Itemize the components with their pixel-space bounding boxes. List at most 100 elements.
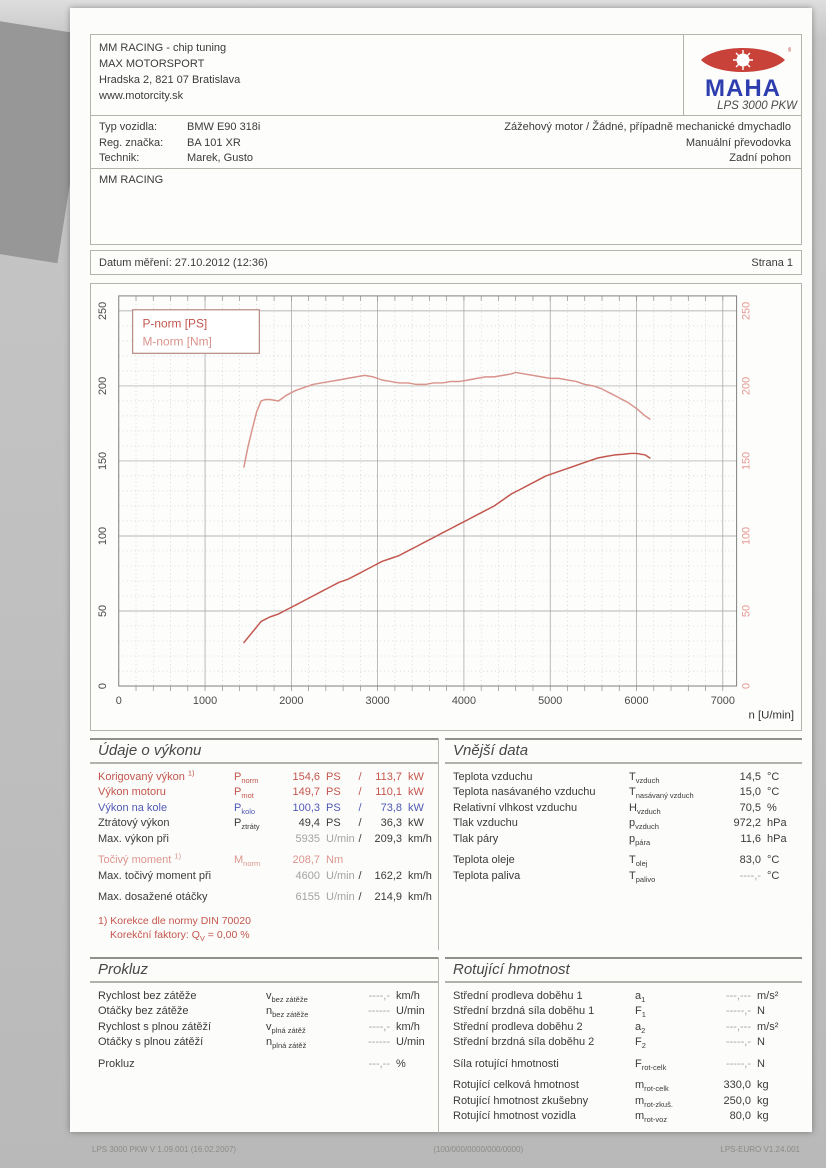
svg-text:0: 0	[116, 695, 122, 707]
row-unit: kg	[757, 1094, 769, 1107]
row-unit: N	[757, 1057, 765, 1070]
row-unit: °C	[767, 786, 780, 799]
row-symbol: Tvzduch	[629, 770, 660, 785]
svg-text:100: 100	[97, 527, 109, 545]
row-value: ----,-	[368, 989, 390, 1002]
svg-text:3000: 3000	[366, 695, 390, 707]
table-row: Teplota vzduchu Tvzduch 14,5 °C	[453, 770, 802, 786]
row-symbol: vplná zátěž	[266, 1020, 306, 1036]
row-slash: /	[358, 801, 362, 814]
row-label: Relativní vlhkost vzduchu	[453, 801, 578, 814]
row-unit: °C	[767, 770, 780, 783]
svg-text:7000: 7000	[711, 695, 735, 707]
row-label: Točivý moment 1)	[98, 851, 182, 867]
row-slash: /	[358, 786, 362, 799]
section-title-slip: Prokluz	[90, 956, 438, 983]
device-model-label: LPS 3000 PKW	[717, 100, 797, 112]
environment-section: Vnější data Teplota vzduchu Tvzduch 14,5 °C…	[438, 737, 802, 950]
section-title-performance: Údaje o výkonu	[90, 737, 438, 764]
row-label: Tlak páry	[453, 832, 499, 845]
row-label: Max. dosažené otáčky	[98, 891, 208, 904]
table-row: Teplota paliva Tpalivo ----,- °C	[453, 869, 802, 885]
row-unit-1: Nm	[326, 854, 344, 867]
section-title-environment: Vnější data	[445, 737, 802, 764]
rotating-mass-table: Střední prodleva doběhu 1 a1 ---,--- m/s² St…	[445, 983, 802, 1133]
row-unit-2: kW	[408, 801, 424, 814]
engine-configuration: Zážehový motor / Žádné, případně mechani…	[427, 116, 802, 168]
row-unit: U/min	[396, 1036, 425, 1049]
table-row: Střední prodleva doběhu 2 a2 ---,--- m/s²	[453, 1020, 802, 1036]
row-unit: kg	[757, 1079, 769, 1092]
svg-text:®: ®	[788, 47, 791, 54]
row-label: Výkon na kole	[98, 801, 168, 814]
footer-code: (100/000/0000/000/0000)	[433, 1144, 524, 1154]
svg-text:200: 200	[740, 377, 752, 395]
svg-text:2000: 2000	[279, 695, 303, 707]
row-label: Rychlost bez zátěže	[98, 989, 197, 1002]
row-value-1: 49,4	[298, 817, 320, 830]
performance-section: Údaje o výkonu Korigovaný výkon 1) Pnorm 1…	[90, 737, 438, 950]
row-slash: /	[358, 869, 362, 882]
gearbox-line: Manuální převodovka	[685, 136, 791, 149]
row-value: ---,---	[725, 989, 751, 1002]
vehicle-details: Typ vozidla: BMW E90 318i Reg. značka: B…	[91, 116, 427, 168]
row-value-1: 100,3	[292, 801, 320, 814]
row-value-2	[364, 853, 406, 869]
technician-value: Marek, Gusto	[187, 152, 254, 165]
row-value: ---,--	[368, 1057, 390, 1070]
row-slash: /	[358, 891, 362, 904]
row-label: Střední brzdná síla doběhu 1	[453, 1005, 595, 1018]
row-value: ----,-	[368, 1020, 390, 1033]
row-symbol: F1	[635, 1005, 646, 1020]
y-axis-labels-right: 0 50 100 150 200 250	[740, 302, 752, 689]
row-unit-1: PS	[326, 801, 341, 814]
table-row: Rychlost bez zátěže vbez zátěže ----,- km/h	[98, 989, 438, 1005]
row-symbol: a1	[635, 989, 646, 1005]
table-row: Max. výkon při 5935 U/min/ 209,3 km/h	[98, 832, 438, 848]
row-value: ------	[368, 1005, 390, 1018]
svg-text:250: 250	[97, 302, 109, 320]
row-unit-1: U/min	[326, 891, 355, 904]
table-row: Výkon motoru Pmot 149,7 PS / 110,1 kW	[98, 785, 438, 801]
row-label: Střední prodleva doběhu 1	[453, 989, 583, 1002]
row-value: ------	[368, 1036, 390, 1049]
company-line: MM RACING - chip tuning	[99, 42, 227, 54]
row-value-2: 209,3	[374, 832, 402, 845]
performance-environment-row: Údaje o výkonu Korigovaný výkon 1) Pnorm 1…	[90, 737, 802, 950]
chart-svg: 0 1000 2000 3000 4000 5000 6000 700005010015020…	[97, 295, 794, 722]
table-row: Max. točivý moment při 4600 U/min/ 162,2 km/…	[98, 869, 438, 885]
company-address: MM RACING - chip tuning MAX MOTORSPORT H…	[91, 35, 683, 115]
row-label: Rotující hmotnost vozidla	[453, 1110, 576, 1123]
row-unit-2: kW	[408, 817, 424, 830]
rotating-mass-section: Rotující hmotnost Střední prodleva doběh…	[438, 956, 802, 1133]
row-value-1: 149,7	[292, 786, 320, 799]
row-value-1: 154,6	[292, 770, 320, 783]
row-slash: /	[358, 832, 362, 845]
svg-text:0: 0	[97, 683, 109, 689]
page-number: Strana 1	[751, 256, 793, 269]
row-unit: kg	[757, 1110, 769, 1123]
row-label: Rychlost s plnou zátěží	[98, 1020, 212, 1033]
row-symbol: mrot-zkuš.	[635, 1094, 673, 1110]
row-value: 80,0	[729, 1110, 751, 1123]
chart-legend: P-norm [PS] M-norm [Nm]	[131, 309, 260, 354]
row-label: Max. výkon při	[98, 832, 169, 845]
row-unit: °C	[767, 869, 780, 882]
environment-table: Teplota vzduchu Tvzduch 14,5 °C Teplota nasá…	[445, 764, 802, 893]
vehicle-info-box: Typ vozidla: BMW E90 318i Reg. značka: B…	[90, 116, 802, 169]
row-value: 250,0	[723, 1094, 751, 1107]
row-slash: /	[358, 770, 362, 783]
table-row: Střední prodleva doběhu 1 a1 ---,--- m/s²	[453, 989, 802, 1005]
row-unit-1: PS	[326, 770, 341, 783]
header-box: MM RACING - chip tuning MAX MOTORSPORT H…	[90, 34, 802, 116]
company-line: MAX MOTORSPORT	[99, 57, 205, 70]
row-symbol: mrot-voz	[635, 1110, 668, 1125]
y-axis-labels-left: 0 50 100 150 200 250	[97, 302, 109, 689]
axis-ticks	[135, 295, 724, 691]
row-label: Síla rotující hmotnosti	[453, 1057, 559, 1070]
row-label: Teplota oleje	[453, 854, 515, 867]
comment-text: MM RACING	[99, 174, 164, 186]
table-row: Tlak páry ppára 11,6 hPa	[453, 832, 802, 848]
row-value-2: 110,1	[375, 786, 402, 799]
